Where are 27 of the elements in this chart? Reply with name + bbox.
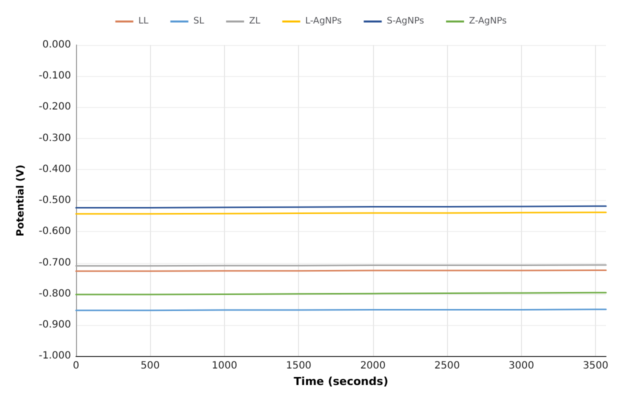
legend-label: S-AgNPs (386, 16, 424, 26)
y-tick-label: -0.700 (38, 257, 71, 268)
y-axis-title: Potential (V) (16, 164, 26, 236)
legend-label: L-AgNPs (305, 16, 342, 26)
x-tick-label: 1500 (286, 360, 312, 372)
y-tick-label: -0.800 (38, 288, 71, 300)
x-tick-label: 1000 (212, 360, 238, 372)
y-tick-label: -0.300 (38, 132, 71, 144)
x-tick-label: 2000 (360, 360, 386, 372)
x-tick-label: 3500 (582, 360, 608, 372)
legend-label: LL (138, 16, 148, 26)
legend-label: ZL (249, 16, 260, 26)
legend-label: SL (193, 16, 204, 26)
x-tick-label: 0 (72, 360, 80, 372)
legend-label: Z-AgNPs (469, 16, 507, 26)
y-tick-label: -1.000 (38, 350, 71, 362)
x-axis-title: Time (seconds) (294, 375, 388, 388)
y-tick-label: -0.200 (38, 102, 71, 113)
y-tick-label: -0.500 (38, 195, 71, 206)
x-tick-label: 500 (140, 360, 160, 372)
x-tick-label: 2500 (434, 360, 460, 372)
y-tick-label: -0.600 (38, 226, 71, 238)
y-tick-label: -0.400 (38, 164, 71, 175)
x-tick-label: 3000 (508, 360, 534, 372)
y-tick-label: 0.000 (42, 40, 71, 50)
y-tick-label: -0.900 (38, 319, 71, 330)
y-tick-label: -0.100 (38, 70, 71, 82)
